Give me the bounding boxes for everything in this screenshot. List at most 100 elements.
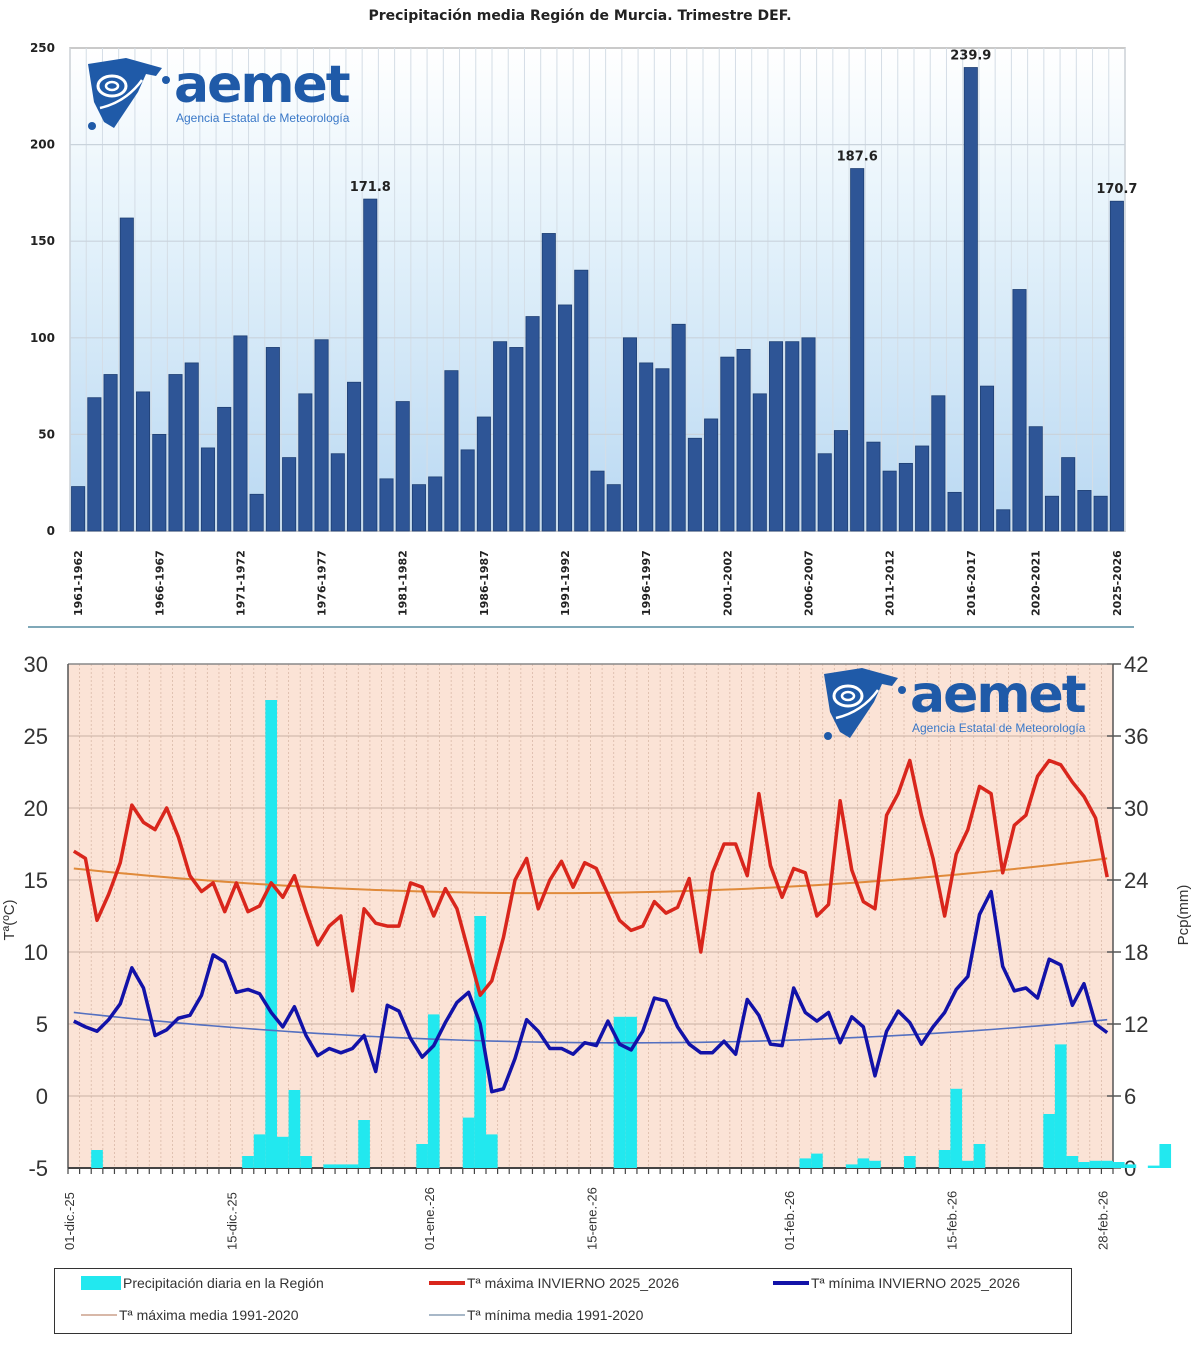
precipitation-bar-chart: 0 50 100 150 200 250 171.8 187.6 239.9 170.7 1961-… — [30, 41, 1138, 616]
legend-item-precip: Precipitación diaria en la Región — [81, 1275, 324, 1291]
precip-bar — [335, 1164, 347, 1168]
bar — [87, 397, 102, 532]
bar — [249, 493, 264, 532]
precip-bar — [1089, 1160, 1102, 1168]
bar — [460, 449, 475, 532]
bar — [136, 391, 151, 532]
bar — [395, 401, 410, 532]
x-tick-label: 2006-2007 — [803, 550, 816, 616]
bar — [428, 476, 443, 532]
bar — [752, 393, 767, 532]
precip-bar — [973, 1144, 986, 1168]
bar — [882, 470, 897, 532]
precip-bar — [1078, 1162, 1090, 1168]
precip-bar — [346, 1164, 359, 1168]
bar — [963, 67, 978, 532]
bar — [444, 370, 459, 532]
bar — [314, 339, 329, 532]
bar — [915, 445, 930, 532]
svg-text:Pcp(mm): Pcp(mm) — [1175, 885, 1192, 946]
bar — [119, 217, 134, 532]
bar-value-label: 187.6 — [837, 150, 878, 165]
precip-bar — [474, 916, 486, 1168]
svg-text:-5: -5 — [28, 1156, 48, 1181]
x-date-label: 15-feb.-26 — [944, 1191, 959, 1250]
x-tick-label: 2011-2012 — [884, 550, 897, 616]
precip-bar — [288, 1090, 301, 1168]
precip-bar — [358, 1120, 370, 1168]
bar — [574, 269, 589, 532]
svg-text:30: 30 — [24, 652, 48, 677]
bar — [1028, 426, 1043, 532]
legend-item-tmax-mean: Tª máxima media 1991-2020 — [81, 1307, 299, 1323]
x-tick-label: 1976-1977 — [316, 550, 329, 616]
bar — [347, 381, 362, 532]
svg-text:6: 6 — [1124, 1084, 1136, 1109]
svg-text:20: 20 — [24, 796, 48, 821]
precip-bar — [1124, 1164, 1137, 1168]
bar — [1077, 490, 1092, 532]
bar — [1109, 200, 1124, 532]
svg-text:100: 100 — [30, 331, 55, 345]
svg-text:Tª(ºC): Tª(ºC) — [1, 899, 18, 940]
bar — [217, 406, 232, 532]
bar — [233, 335, 248, 532]
tmin-mean-line-icon — [429, 1314, 465, 1316]
precip-bar — [950, 1088, 963, 1168]
svg-text:0: 0 — [36, 1084, 48, 1109]
svg-text:5: 5 — [36, 1012, 48, 1037]
bar — [590, 470, 605, 532]
bar — [558, 304, 573, 532]
bar — [1012, 289, 1027, 532]
x-tick-label: 1986-1987 — [478, 550, 491, 616]
bar-value-label: 171.8 — [350, 180, 391, 195]
bar-value-label: 170.7 — [1096, 182, 1137, 197]
precip-bar — [613, 1016, 626, 1168]
precip-bar — [416, 1144, 428, 1168]
precip-bar — [1159, 1144, 1172, 1168]
bar — [850, 168, 865, 532]
precip-bar — [265, 700, 277, 1168]
precip-bar — [91, 1150, 103, 1168]
precip-bar — [1066, 1156, 1079, 1168]
bar — [606, 484, 621, 532]
bar — [1061, 457, 1076, 532]
bar — [525, 316, 540, 532]
svg-text:36: 36 — [1124, 724, 1148, 749]
svg-text:30: 30 — [1124, 796, 1148, 821]
precip-bar — [242, 1156, 254, 1168]
bar — [622, 337, 637, 532]
precip-bar — [857, 1158, 870, 1168]
x-tick-label: 1971-1972 — [234, 550, 247, 616]
x-date-label: 15-ene.-26 — [585, 1187, 600, 1250]
bar — [980, 385, 995, 532]
precip-bar — [1147, 1165, 1160, 1168]
bar — [833, 430, 848, 532]
precip-bar — [486, 1134, 498, 1168]
x-date-label: 01-ene.-26 — [422, 1187, 437, 1250]
bar — [476, 416, 491, 532]
x-tick-label: 1981-1982 — [397, 550, 410, 616]
bar — [817, 453, 832, 532]
precip-bar — [625, 1016, 637, 1168]
legend-item-tmax: Tª máxima INVIERNO 2025_2026 — [429, 1275, 679, 1291]
precip-bar — [962, 1160, 974, 1168]
svg-text:aemet: aemet — [174, 55, 350, 115]
bar — [996, 509, 1011, 532]
bar — [1044, 495, 1059, 532]
bar — [947, 491, 962, 532]
precip-bar — [253, 1134, 266, 1168]
svg-text:Agencia Estatal de Meteorologí: Agencia Estatal de Meteorología — [912, 721, 1086, 735]
bar — [379, 478, 394, 532]
legend-item-tmin: Tª mínima INVIERNO 2025_2026 — [773, 1275, 1020, 1291]
svg-text:42: 42 — [1124, 652, 1148, 677]
tmax-line-icon — [429, 1281, 465, 1285]
bar — [687, 437, 702, 532]
bar — [898, 462, 913, 532]
bar — [655, 368, 670, 532]
precip-bar — [904, 1156, 916, 1168]
precip-bar — [1113, 1162, 1125, 1168]
bar — [769, 341, 784, 532]
svg-text:250: 250 — [30, 41, 55, 55]
